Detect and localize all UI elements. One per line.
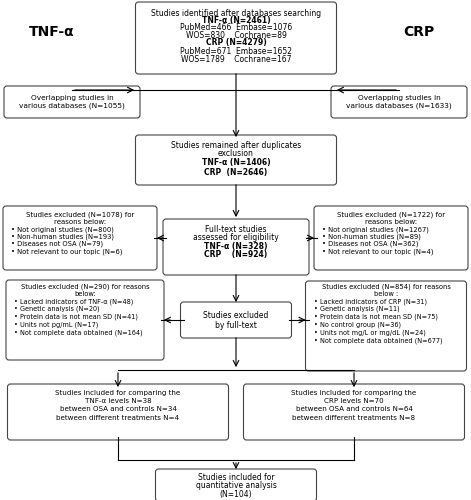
Text: reasons below:: reasons below: [365, 219, 417, 225]
Text: TNF-α: TNF-α [29, 25, 75, 39]
Text: • Non-human studies (N=193): • Non-human studies (N=193) [11, 234, 114, 240]
Text: CRP levels N=70: CRP levels N=70 [324, 398, 384, 404]
FancyBboxPatch shape [3, 206, 157, 270]
FancyBboxPatch shape [331, 86, 467, 118]
Text: • No control group (N=36): • No control group (N=36) [314, 322, 400, 328]
Text: between different treatments N=4: between different treatments N=4 [57, 415, 179, 421]
Text: PubMed=466  Embase=1076: PubMed=466 Embase=1076 [180, 24, 292, 32]
Text: WOS=1789    Cochrane=167: WOS=1789 Cochrane=167 [181, 54, 291, 64]
FancyBboxPatch shape [4, 86, 140, 118]
Text: assessed for eligibility: assessed for eligibility [193, 232, 279, 241]
FancyBboxPatch shape [180, 302, 292, 338]
Text: WOS=830    Cochrane=89: WOS=830 Cochrane=89 [186, 30, 286, 40]
Text: • Not complete data obtained (N=677): • Not complete data obtained (N=677) [314, 338, 442, 344]
Text: TNF-α levels N=38: TNF-α levels N=38 [85, 398, 151, 404]
Text: (N=104): (N=104) [219, 490, 252, 498]
Text: • Lacked indicators of CRP (N=31): • Lacked indicators of CRP (N=31) [314, 298, 427, 305]
Text: exclusion: exclusion [218, 150, 254, 158]
Text: Studies included for comparing the: Studies included for comparing the [56, 390, 180, 396]
Text: • Non-human studies (N=89): • Non-human studies (N=89) [322, 234, 421, 240]
Text: • Not relevant to our topic (N=4): • Not relevant to our topic (N=4) [322, 248, 433, 255]
Text: • Not original studies (N=800): • Not original studies (N=800) [11, 227, 114, 233]
Text: between OSA and controls N=34: between OSA and controls N=34 [59, 406, 177, 412]
Text: • Lacked indicators of TNF-α (N=48): • Lacked indicators of TNF-α (N=48) [14, 298, 133, 305]
Text: Studies remained after duplicates: Studies remained after duplicates [171, 142, 301, 150]
FancyBboxPatch shape [136, 135, 336, 185]
FancyBboxPatch shape [306, 281, 466, 371]
FancyBboxPatch shape [6, 280, 164, 360]
FancyBboxPatch shape [8, 384, 228, 440]
Text: below:: below: [74, 291, 96, 297]
FancyBboxPatch shape [155, 469, 317, 500]
FancyBboxPatch shape [244, 384, 464, 440]
Text: TNF-α (N=2461): TNF-α (N=2461) [202, 16, 270, 26]
Text: Studies excluded: Studies excluded [203, 312, 268, 320]
Text: reasons below:: reasons below: [54, 219, 106, 225]
Text: • Not original studies (N=1267): • Not original studies (N=1267) [322, 227, 429, 233]
FancyBboxPatch shape [314, 206, 468, 270]
FancyBboxPatch shape [163, 219, 309, 275]
Text: Full-text studies: Full-text studies [205, 224, 267, 234]
Text: • Units not mg/L or mg/dL (N=24): • Units not mg/L or mg/dL (N=24) [314, 330, 425, 336]
Text: • Protein data is not mean SD (N=75): • Protein data is not mean SD (N=75) [314, 314, 438, 320]
Text: quantitative analysis: quantitative analysis [195, 482, 276, 490]
Text: Studies included for comparing the: Studies included for comparing the [292, 390, 417, 396]
Text: between OSA and controls N=64: between OSA and controls N=64 [295, 406, 413, 412]
Text: • Diseases not OSA (N=79): • Diseases not OSA (N=79) [11, 241, 103, 247]
Text: • Not relevant to our topic (N=6): • Not relevant to our topic (N=6) [11, 248, 122, 255]
Text: CRP (N=4279): CRP (N=4279) [206, 38, 267, 48]
Text: CRP  (N=2646): CRP (N=2646) [204, 168, 268, 176]
Text: Overlapping studies in: Overlapping studies in [357, 95, 440, 101]
FancyBboxPatch shape [136, 2, 336, 74]
Text: below :: below : [374, 291, 398, 297]
Text: CRP: CRP [403, 25, 435, 39]
Text: TNF-α (N=328): TNF-α (N=328) [204, 242, 268, 250]
Text: Studies excluded (N=854) for reasons: Studies excluded (N=854) for reasons [322, 284, 450, 290]
Text: CRP    (N=924): CRP (N=924) [204, 250, 268, 260]
Text: Studies excluded (N=1722) for: Studies excluded (N=1722) for [337, 212, 445, 218]
Text: • Genetic analysis (N=20): • Genetic analysis (N=20) [14, 306, 99, 312]
Text: TNF-α (N=1406): TNF-α (N=1406) [202, 158, 270, 168]
Text: • Units not pg/mL (N=17): • Units not pg/mL (N=17) [14, 322, 98, 328]
Text: various databases (N=1633): various databases (N=1633) [346, 103, 452, 110]
Text: Studies included for: Studies included for [198, 474, 274, 482]
Text: various databases (N=1055): various databases (N=1055) [19, 103, 125, 110]
Text: • Diseases not OSA (N=362): • Diseases not OSA (N=362) [322, 241, 419, 247]
Text: • Protein data is not mean SD (N=41): • Protein data is not mean SD (N=41) [14, 314, 138, 320]
Text: • Not complete data obtained (N=164): • Not complete data obtained (N=164) [14, 330, 143, 336]
Text: between different treatments N=8: between different treatments N=8 [292, 415, 415, 421]
Text: Overlapping studies in: Overlapping studies in [31, 95, 114, 101]
Text: Studies excluded (N=290) for reasons: Studies excluded (N=290) for reasons [21, 284, 149, 290]
Text: PubMed=671  Embase=1652: PubMed=671 Embase=1652 [180, 46, 292, 56]
Text: by full-text: by full-text [215, 320, 257, 330]
Text: • Genetic analysis (N=11): • Genetic analysis (N=11) [314, 306, 399, 312]
Text: Studies identified after databases searching: Studies identified after databases searc… [151, 8, 321, 18]
Text: Studies excluded (N=1078) for: Studies excluded (N=1078) for [26, 212, 134, 218]
